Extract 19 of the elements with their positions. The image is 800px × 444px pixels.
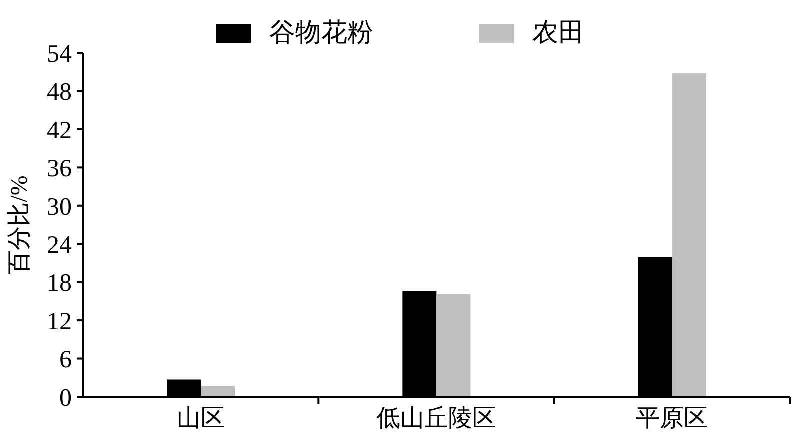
y-tick-label: 30 bbox=[47, 194, 72, 221]
y-tick-label: 6 bbox=[60, 346, 72, 374]
y-axis-title: 百分比/% bbox=[7, 176, 33, 274]
x-tick-label: 平原区 bbox=[636, 406, 708, 432]
x-tick-label: 山区 bbox=[176, 406, 225, 432]
y-tick-label: 54 bbox=[47, 40, 72, 68]
legend-label: 农田 bbox=[532, 18, 584, 48]
x-tick-label: 低山丘陵区 bbox=[376, 406, 496, 432]
y-tick-label: 24 bbox=[47, 232, 72, 259]
y-tick-label: 12 bbox=[47, 308, 72, 336]
y-tick-label: 42 bbox=[47, 117, 72, 144]
bar bbox=[672, 73, 706, 397]
legend-label: 谷物花粉 bbox=[270, 18, 374, 48]
y-tick-label: 48 bbox=[47, 79, 72, 106]
y-tick-label: 0 bbox=[60, 384, 72, 412]
y-tick-label: 36 bbox=[47, 156, 72, 183]
bar bbox=[201, 386, 235, 397]
y-tick-label: 18 bbox=[47, 270, 72, 298]
bar bbox=[436, 294, 471, 397]
